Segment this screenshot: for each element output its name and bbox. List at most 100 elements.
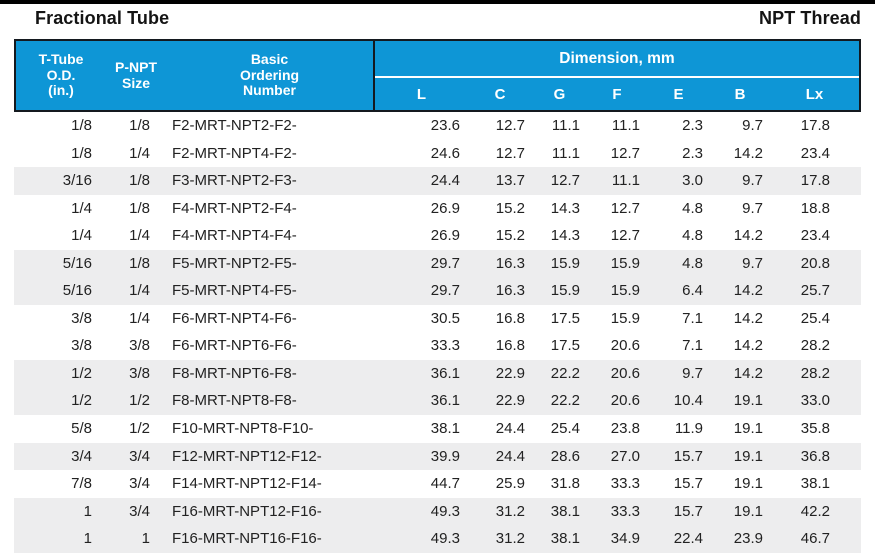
part-number-cell: F5-MRT-NPT4-F5-	[172, 282, 297, 300]
npt-size-cell: 1/4	[129, 144, 150, 162]
dim-f-cell: 33.3	[610, 475, 640, 493]
npt-size-cell: 1/4	[129, 227, 150, 245]
table-row: 7/8 3/4 F14-MRT-NPT12-F14- 44.7 25.9 31.8 33.3…	[14, 470, 861, 498]
dim-f-cell: 23.8	[610, 420, 640, 438]
npt-size-cell: 1/4	[129, 309, 150, 327]
dim-f-cell: 12.7	[610, 227, 640, 245]
part-number-cell: F6-MRT-NPT6-F6-	[172, 337, 297, 355]
dim-lx-cell: 36.8	[800, 447, 830, 465]
part-number-cell: F4-MRT-NPT2-F4-	[172, 199, 297, 217]
top-rule	[0, 0, 875, 4]
dim-g-cell: 22.2	[550, 364, 580, 382]
dim-f-cell: 20.6	[610, 364, 640, 382]
dim-c-cell: 22.9	[495, 364, 525, 382]
dim-b-cell: 19.1	[733, 420, 763, 438]
page-title-left: Fractional Tube	[35, 8, 170, 28]
col-header-dim-e: E	[673, 85, 684, 103]
dim-lx-cell: 28.2	[800, 337, 830, 355]
dim-b-cell: 19.1	[733, 447, 763, 465]
dim-e-cell: 11.9	[674, 420, 703, 438]
dim-c-cell: 16.3	[495, 282, 525, 300]
dim-g-cell: 12.7	[550, 172, 580, 190]
tube-od-cell: 1/8	[71, 117, 92, 134]
dim-l-cell: 36.1	[430, 392, 460, 410]
npt-size-cell: 3/8	[129, 337, 150, 355]
dim-c-cell: 31.2	[495, 530, 525, 548]
dim-e-cell: 4.8	[682, 227, 703, 245]
table-row: 1/4 1/8 F4-MRT-NPT2-F4- 26.9 15.2 14.3 12.7 4.8…	[14, 194, 861, 223]
table-header-dimensions: Dimension, mm L C G F E B Lx	[375, 41, 859, 110]
dim-e-cell: 6.4	[682, 282, 703, 300]
dim-f-cell: 34.9	[610, 530, 640, 548]
part-number-cell: F2-MRT-NPT2-F2-	[172, 117, 297, 134]
table-row: 1/8 1/4 F2-MRT-NPT4-F2- 24.6 12.7 11.1 12.7 2.3…	[14, 139, 861, 168]
fractional-tube-table: T-Tube O.D. (in.) P-NPT Size Basic Order…	[14, 39, 861, 553]
dim-b-cell: 9.7	[742, 254, 763, 272]
part-number-cell: F5-MRT-NPT2-F5-	[172, 254, 297, 272]
tube-od-cell: 1/2	[71, 392, 92, 410]
dim-c-cell: 16.8	[495, 309, 525, 327]
dim-c-cell: 22.9	[495, 392, 525, 410]
dim-b-cell: 14.2	[733, 364, 763, 382]
col-header-dim-f: F	[612, 85, 622, 103]
dim-e-cell: 10.4	[673, 392, 703, 410]
npt-size-cell: 3/8	[129, 364, 150, 382]
dim-l-cell: 26.9	[430, 199, 460, 217]
part-number-cell: F16-MRT-NPT12-F16-	[172, 502, 322, 520]
table-row: 5/16 1/4 F5-MRT-NPT4-F5- 29.7 16.3 15.9 15.9 6.…	[14, 277, 861, 305]
npt-size-cell: 1/8	[129, 172, 150, 190]
dim-lx-cell: 23.4	[800, 227, 830, 245]
dim-f-cell: 15.9	[610, 254, 640, 272]
dim-c-cell: 13.7	[495, 172, 525, 190]
dim-l-cell: 49.3	[430, 502, 460, 520]
part-number-cell: F4-MRT-NPT4-F4-	[172, 227, 297, 245]
col-header-npt-size-line1: P-NPT	[115, 59, 157, 75]
dim-g-cell: 17.5	[550, 337, 580, 355]
dim-f-cell: 12.7	[610, 144, 640, 162]
dim-b-cell: 19.1	[733, 392, 763, 410]
dim-f-cell: 15.9	[610, 309, 640, 327]
dim-lx-cell: 25.7	[800, 282, 830, 300]
tube-od-cell: 3/4	[71, 447, 92, 465]
dim-g-cell: 22.2	[550, 392, 580, 410]
npt-size-cell: 1	[141, 530, 150, 548]
tube-od-cell: 1	[83, 502, 92, 520]
dim-l-cell: 30.5	[430, 309, 460, 327]
dim-f-cell: 27.0	[610, 447, 640, 465]
dim-l-cell: 29.7	[430, 254, 460, 272]
tube-od-cell: 1/8	[71, 144, 92, 162]
dim-g-cell: 15.9	[550, 254, 580, 272]
dim-g-cell: 17.5	[550, 309, 580, 327]
part-number-cell: F8-MRT-NPT8-F8-	[172, 392, 297, 410]
part-number-cell: F2-MRT-NPT4-F2-	[172, 144, 297, 162]
col-header-ordering-line3: Number	[243, 82, 296, 99]
dim-g-cell: 31.8	[550, 475, 580, 493]
table-row: 3/8 3/8 F6-MRT-NPT6-F6- 33.3 16.8 17.5 20.6 7.1…	[14, 332, 861, 360]
dim-e-cell: 15.7	[673, 502, 703, 520]
tube-od-cell: 1/2	[71, 364, 92, 382]
dim-e-cell: 2.3	[682, 117, 703, 134]
part-number-cell: F14-MRT-NPT12-F14-	[172, 475, 322, 493]
dim-b-cell: 14.2	[733, 309, 763, 327]
dim-g-cell: 14.3	[550, 199, 580, 217]
dim-b-cell: 19.1	[733, 502, 763, 520]
dim-l-cell: 33.3	[430, 337, 460, 355]
dim-b-cell: 9.7	[742, 199, 763, 217]
dim-l-cell: 24.6	[430, 144, 460, 162]
dim-f-cell: 11.1	[611, 172, 640, 190]
dim-c-cell: 16.3	[495, 254, 525, 272]
dim-c-cell: 25.9	[495, 475, 525, 493]
dim-l-cell: 36.1	[430, 364, 460, 382]
npt-size-cell: 1/4	[129, 282, 150, 300]
dim-lx-cell: 42.2	[800, 502, 830, 520]
dim-l-cell: 24.4	[430, 172, 460, 190]
dim-b-cell: 23.9	[733, 530, 763, 548]
npt-size-cell: 1/8	[129, 117, 150, 134]
col-header-ordering-line1: Basic	[250, 51, 289, 68]
part-number-cell: F3-MRT-NPT2-F3-	[172, 172, 297, 190]
tube-od-cell: 1/4	[71, 199, 92, 217]
dim-b-cell: 14.2	[733, 227, 763, 245]
dim-c-cell: 12.7	[495, 144, 525, 162]
tube-od-cell: 1/4	[71, 227, 92, 245]
dim-f-cell: 15.9	[610, 282, 640, 300]
